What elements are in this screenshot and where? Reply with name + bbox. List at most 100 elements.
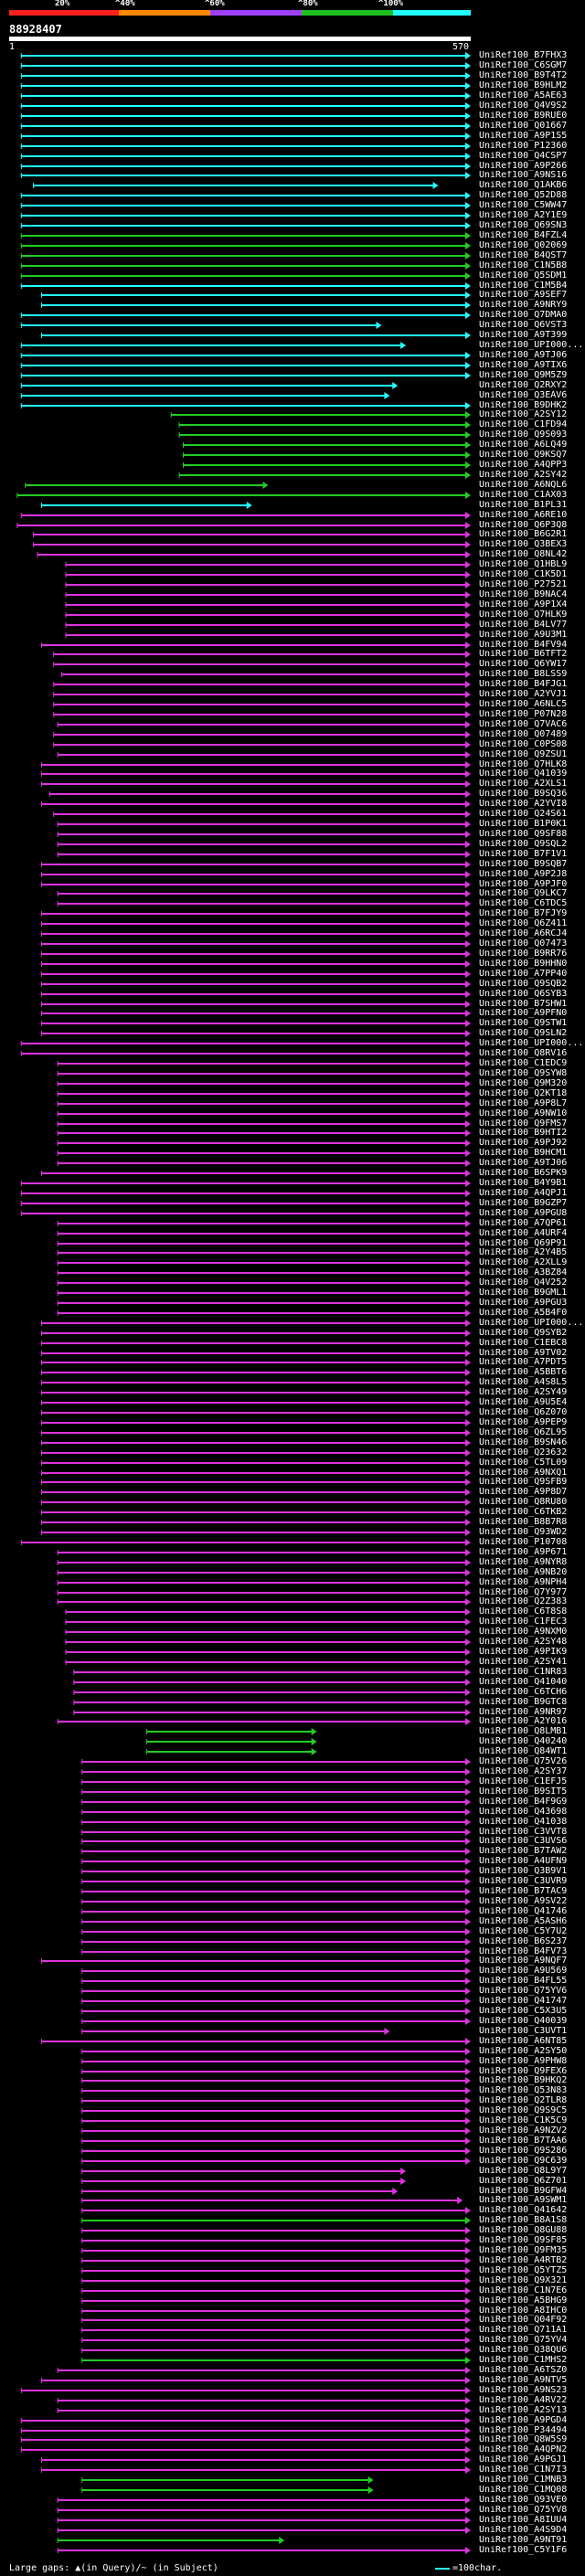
hit-link[interactable]: UniRef100_B9GML1	[479, 1288, 568, 1298]
hit-link[interactable]: UniRef100_B8B7R8	[479, 1518, 568, 1527]
hit-link[interactable]: UniRef100_B7SHW1	[479, 1000, 568, 1009]
hit-link[interactable]: UniRef100_Q6Z070	[479, 1408, 568, 1417]
hit-link[interactable]: UniRef100_A9U5E4	[479, 1398, 568, 1407]
hit-link[interactable]: UniRef100_B9NAC4	[479, 590, 568, 599]
hit-link[interactable]: UniRef100_A6RCJ4	[479, 929, 568, 938]
hit-link[interactable]: UniRef100_Q93VE0	[479, 2496, 568, 2505]
hit-link[interactable]: UniRef100_Q8RV16	[479, 1049, 568, 1058]
hit-link[interactable]: UniRef100_B9SN46	[479, 1438, 568, 1447]
hit-link[interactable]: UniRef100_A6LQ49	[479, 440, 568, 450]
hit-link[interactable]: UniRef100_C3UVT1	[479, 2027, 568, 2036]
hit-link[interactable]: UniRef100_A9PJF0	[479, 880, 568, 889]
hit-link[interactable]: UniRef100_Q07489	[479, 730, 568, 739]
hit-link[interactable]: UniRef100_C5TL09	[479, 1458, 568, 1468]
hit-link[interactable]: UniRef100_Q7HLK8	[479, 760, 568, 769]
hit-link[interactable]: UniRef100_A7PDT5	[479, 1358, 568, 1367]
hit-link[interactable]: UniRef100_A2YVI8	[479, 800, 568, 809]
hit-link[interactable]: UniRef100_Q41039	[479, 769, 568, 779]
hit-link[interactable]: UniRef100_A5BHG9	[479, 2296, 568, 2306]
hit-link[interactable]: UniRef100_C6TCH6	[479, 1688, 568, 1697]
hit-link[interactable]: UniRef100_B7F1V1	[479, 850, 568, 859]
hit-link[interactable]: UniRef100_A9PIK9	[479, 1648, 568, 1657]
hit-link[interactable]: UniRef100_A9SV22	[479, 1897, 568, 1906]
hit-link[interactable]: UniRef100_B8A1S8	[479, 2216, 568, 2225]
hit-link[interactable]: UniRef100_B4LV77	[479, 620, 568, 630]
hit-link[interactable]: UniRef100_Q9SYW8	[479, 1069, 568, 1078]
hit-link[interactable]: UniRef100_Q9S286	[479, 2147, 568, 2156]
hit-link[interactable]: UniRef100_Q3B9V1	[479, 1867, 568, 1876]
hit-link[interactable]: UniRef100_A6TSZ0	[479, 2366, 568, 2375]
hit-link[interactable]: UniRef100_B9HCM1	[479, 1149, 568, 1158]
hit-link[interactable]: UniRef100_B4FL55	[479, 1977, 568, 1986]
hit-link[interactable]: UniRef100_Q38QU6	[479, 2346, 568, 2355]
hit-link[interactable]: UniRef100_C1MHS2	[479, 2356, 568, 2365]
hit-link[interactable]: UniRef100_A9P1S5	[479, 132, 568, 141]
hit-link[interactable]: UniRef100_A8IUU4	[479, 2516, 568, 2525]
hit-link[interactable]: UniRef100_A2SY49	[479, 1388, 568, 1397]
hit-link[interactable]: UniRef100_C1N5B8	[479, 261, 568, 270]
hit-link[interactable]: UniRef100_Q9ZSU1	[479, 750, 568, 759]
hit-link[interactable]: UniRef100_A9TJ06	[479, 1159, 568, 1168]
hit-link[interactable]: UniRef100_A4RTB2	[479, 2256, 568, 2265]
hit-link[interactable]: UniRef100_C1N7E6	[479, 2286, 568, 2295]
hit-link[interactable]: UniRef100_Q8W5S9	[479, 2435, 568, 2444]
hit-link[interactable]: UniRef100_Q8LMB1	[479, 1727, 568, 1736]
hit-link[interactable]: UniRef100_Q6SYB3	[479, 990, 568, 999]
hit-link[interactable]: UniRef100_C1FEC3	[479, 1617, 568, 1627]
hit-link[interactable]: UniRef100_C5X3U5	[479, 2007, 568, 2016]
hit-link[interactable]: UniRef100_Q69SN3	[479, 221, 568, 230]
hit-link[interactable]: UniRef100_A9PGD4	[479, 2416, 568, 2425]
hit-link[interactable]: UniRef100_B7TAC9	[479, 1887, 568, 1896]
hit-link[interactable]: UniRef100_A4QPJ1	[479, 1189, 568, 1198]
hit-link[interactable]: UniRef100_B9GFW4	[479, 2187, 568, 2196]
hit-link[interactable]: UniRef100_B9RR76	[479, 949, 568, 959]
hit-link[interactable]: UniRef100_Q4V9S2	[479, 101, 568, 111]
hit-link[interactable]: UniRef100_A9SEF7	[479, 291, 568, 300]
hit-link[interactable]: UniRef100_Q75YV4	[479, 2336, 568, 2345]
hit-link[interactable]: UniRef100_Q24S61	[479, 810, 568, 819]
hit-link[interactable]: UniRef100_Q9FMS7	[479, 1119, 568, 1129]
hit-link[interactable]: UniRef100_Q75V26	[479, 1757, 568, 1766]
hit-link[interactable]: UniRef100_A6NLC5	[479, 700, 568, 709]
hit-link[interactable]: UniRef100_Q43698	[479, 1807, 568, 1817]
hit-link[interactable]: UniRef100_B4QST7	[479, 251, 568, 260]
hit-link[interactable]: UniRef100_A8IHC0	[479, 2306, 568, 2316]
hit-link[interactable]: UniRef100_B4F9G9	[479, 1797, 568, 1807]
hit-link[interactable]: UniRef100_Q40240	[479, 1737, 568, 1746]
hit-link[interactable]: UniRef100_Q8RU80	[479, 1498, 568, 1507]
hit-link[interactable]: UniRef100_Q9SYB2	[479, 1329, 568, 1338]
hit-link[interactable]: UniRef100_Q8GU88	[479, 2226, 568, 2235]
hit-link[interactable]: UniRef100_A9SWM1	[479, 2196, 568, 2205]
hit-link[interactable]: UniRef100_B9RUE0	[479, 111, 568, 121]
hit-link[interactable]: UniRef100_A9NQF7	[479, 1956, 568, 1966]
hit-link[interactable]: UniRef100_A9P8L7	[479, 1099, 568, 1108]
hit-link[interactable]: UniRef100_Q9KSQ7	[479, 451, 568, 460]
hit-link[interactable]: UniRef100_P12360	[479, 142, 568, 151]
hit-link[interactable]: UniRef100_C1M5B4	[479, 281, 568, 291]
hit-link[interactable]: UniRef100_A4QPP3	[479, 461, 568, 470]
hit-link[interactable]: UniRef100_Q41746	[479, 1907, 568, 1916]
hit-link[interactable]: UniRef100_A4UFN9	[479, 1857, 568, 1866]
hit-link[interactable]: UniRef100_C6TDC5	[479, 899, 568, 908]
hit-link[interactable]: UniRef100_C1MNB3	[479, 2475, 568, 2485]
hit-link[interactable]: UniRef100_A2XLL9	[479, 1258, 568, 1267]
hit-link[interactable]: UniRef100_Q9C639	[479, 2157, 568, 2166]
hit-link[interactable]: UniRef100_Q7Y977	[479, 1588, 568, 1597]
hit-link[interactable]: UniRef100_A9P8D7	[479, 1488, 568, 1497]
hit-link[interactable]: UniRef100_B4FV73	[479, 1947, 568, 1956]
hit-link[interactable]: UniRef100_B7FHX3	[479, 51, 568, 60]
hit-link[interactable]: UniRef100_B6S237	[479, 1937, 568, 1946]
hit-link[interactable]: UniRef100_C1K5C9	[479, 2116, 568, 2125]
hit-link[interactable]: UniRef100_A9NZV2	[479, 2126, 568, 2136]
hit-link[interactable]: UniRef100_P34494	[479, 2426, 568, 2435]
hit-link[interactable]: UniRef100_C3UVS6	[479, 1837, 568, 1846]
hit-link[interactable]: UniRef100_C1AX03	[479, 491, 568, 500]
hit-link[interactable]: UniRef100_B9T4T2	[479, 71, 568, 80]
hit-link[interactable]: UniRef100_Q9STW1	[479, 1019, 568, 1028]
hit-link[interactable]: UniRef100_A9PHW8	[479, 2057, 568, 2066]
hit-link[interactable]: UniRef100_A5ASH6	[479, 1917, 568, 1926]
hit-link[interactable]: UniRef100_Q7HLK9	[479, 610, 568, 620]
hit-link[interactable]: UniRef100_A9NB20	[479, 1568, 568, 1577]
hit-link[interactable]: UniRef100_C5Y7U2	[479, 1927, 568, 1936]
hit-link[interactable]: UniRef100_Q9SFB9	[479, 1478, 568, 1487]
